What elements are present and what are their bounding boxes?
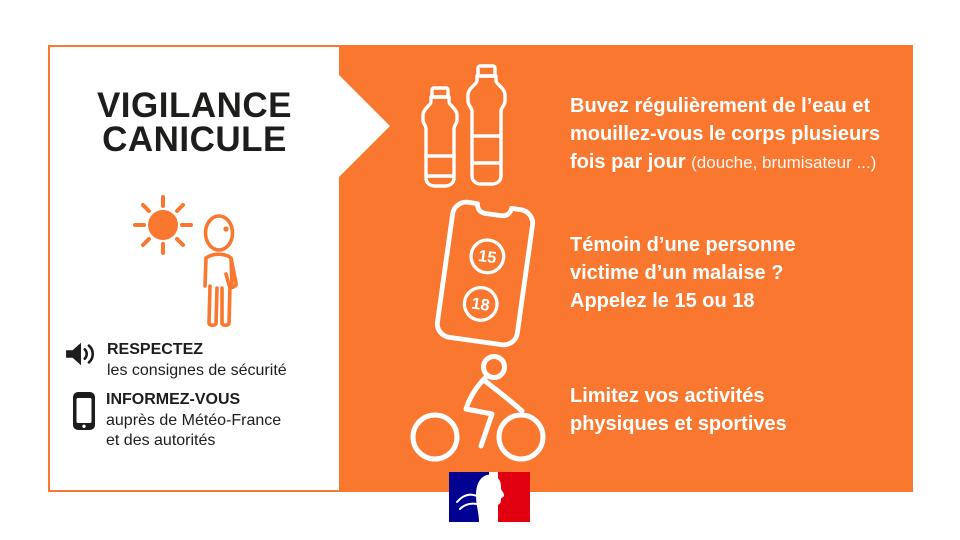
- advice-line: mouillez-vous le corps plusieurs: [570, 123, 881, 145]
- advice-line: Appelez le 15 ou 18: [570, 290, 755, 312]
- sweat-drop: [223, 226, 229, 232]
- advice-text-activity: Limitez vos activités physiques et sport…: [570, 382, 787, 438]
- panel-arrow: [339, 75, 390, 177]
- left-panel: VIGILANCE CANICULE: [50, 47, 339, 490]
- advice-line: Limitez vos activités: [570, 385, 765, 407]
- advice-text-hydration: Buvez régulièrement de l’eau et mouillez…: [570, 92, 880, 177]
- note-heading: INFORMEZ-VOUS: [106, 391, 241, 408]
- emergency-number-15: 15: [477, 247, 497, 267]
- note-informez-vous: INFORMEZ-VOUS auprès de Météo-France et …: [71, 390, 281, 452]
- marianne-silhouette: [476, 474, 504, 522]
- note-line: auprès de Météo-France: [106, 411, 282, 429]
- advice-line: victime d’un malaise ?: [570, 262, 784, 284]
- republique-francaise-logo: [449, 472, 530, 522]
- mobile-phone-icon: [73, 392, 95, 430]
- water-bottles-icon: [421, 64, 507, 188]
- note-respectez: RESPECTEZ les consignes de sécurité: [64, 340, 287, 381]
- marianne-streamer: [456, 493, 478, 510]
- advice-line-light: (douche, brumisateur ...): [691, 153, 877, 172]
- emergency-phone-icon: 15 18: [434, 199, 536, 348]
- sun-core: [148, 210, 178, 240]
- vigilance-card: VIGILANCE CANICULE: [48, 45, 913, 492]
- speaker-icon: [66, 342, 94, 366]
- note-text: INFORMEZ-VOUS auprès de Météo-France et …: [106, 390, 281, 452]
- advice-line: Buvez régulièrement de l’eau et: [570, 95, 871, 117]
- note-heading: RESPECTEZ: [107, 341, 204, 358]
- sun-and-person-icon: [133, 195, 238, 328]
- advice-line: Témoin d’une personne: [570, 234, 796, 256]
- title-line-2: CANICULE: [102, 120, 287, 159]
- advice-line: physiques et sportives: [570, 413, 787, 435]
- advice-line-bold: fois par jour: [570, 151, 686, 173]
- title-line-1: VIGILANCE: [96, 86, 293, 125]
- cyclist-icon: [410, 354, 546, 462]
- advice-text-emergency: Témoin d’une personne victime d’un malai…: [570, 231, 796, 315]
- advice-line: fois par jour (douche, brumisateur ...): [570, 148, 880, 177]
- note-text: RESPECTEZ les consignes de sécurité: [107, 340, 287, 381]
- page-title: VIGILANCE CANICULE: [50, 86, 339, 159]
- emergency-number-18: 18: [470, 294, 490, 314]
- note-line: et des autorités: [106, 432, 216, 449]
- note-line: les consignes de sécurité: [107, 361, 287, 379]
